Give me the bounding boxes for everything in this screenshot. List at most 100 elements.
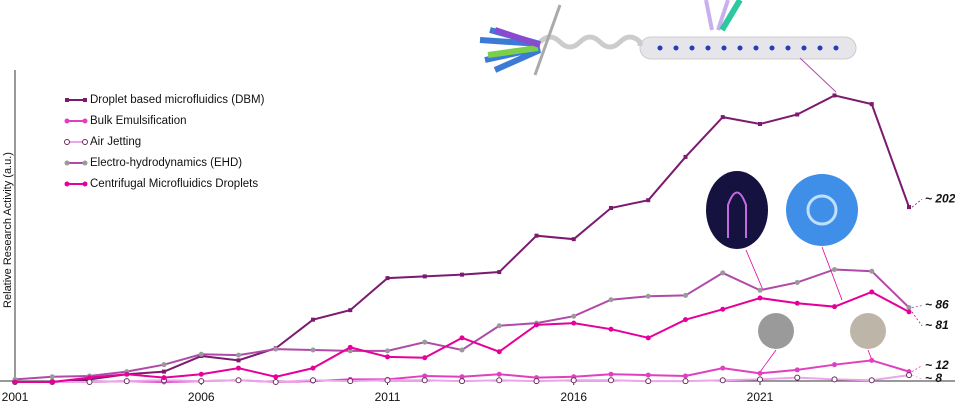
marker — [720, 306, 726, 312]
marker — [719, 377, 726, 384]
marker — [311, 317, 315, 322]
marker — [907, 205, 911, 210]
marker — [64, 160, 70, 166]
marker — [124, 371, 130, 377]
droplet-shape — [727, 191, 747, 238]
marker — [64, 118, 70, 124]
marker — [534, 322, 539, 328]
marker — [683, 154, 688, 159]
end-label: ~ 81 — [925, 318, 949, 332]
legend-entry: Electro-hydrodynamics (EHD) — [64, 157, 242, 169]
marker — [869, 289, 875, 295]
marker — [682, 378, 689, 385]
marker — [868, 377, 875, 384]
marker — [83, 98, 87, 102]
marker — [422, 373, 428, 379]
marker — [496, 371, 502, 377]
legend-label: Electro-hydrodynamics (EHD) — [90, 157, 242, 169]
x-tick-label: 2021 — [747, 390, 774, 404]
marker — [497, 270, 502, 275]
marker — [570, 377, 577, 384]
marker — [869, 102, 874, 107]
marker — [161, 362, 167, 368]
beam — [719, 0, 743, 32]
marker — [608, 326, 614, 332]
marker — [608, 371, 614, 377]
marker — [757, 295, 763, 301]
marker — [683, 373, 688, 379]
series: ~ 81 — [12, 289, 949, 385]
marker — [235, 377, 242, 384]
beam — [704, 0, 730, 31]
marker — [645, 293, 651, 299]
pointer — [759, 349, 777, 373]
marker — [422, 274, 427, 279]
marker — [87, 375, 92, 381]
needle — [533, 4, 562, 76]
channel — [538, 34, 643, 50]
marker — [82, 181, 88, 187]
marker — [459, 335, 465, 341]
marker — [236, 352, 241, 358]
y-axis-label: Relative Research Activity (a.u.) — [2, 152, 14, 308]
marker — [421, 377, 428, 384]
marker — [795, 112, 800, 117]
leader-line — [911, 198, 923, 208]
marker — [272, 379, 279, 385]
marker — [906, 372, 912, 379]
marker — [12, 379, 18, 385]
marker — [720, 365, 726, 371]
marker — [162, 369, 166, 374]
marker — [608, 377, 614, 384]
leader-line — [911, 311, 923, 327]
image — [706, 171, 768, 249]
x-tick-label: 2011 — [375, 390, 401, 404]
marker — [459, 378, 465, 385]
marker — [459, 374, 465, 380]
marker — [236, 365, 241, 371]
inlet — [487, 45, 539, 58]
legend-entry: Droplet based microfluidics (DBM) — [65, 94, 265, 106]
pointer — [745, 249, 764, 291]
marker — [720, 115, 725, 120]
marker — [757, 287, 763, 293]
end-label: ~ 8 — [925, 371, 942, 385]
marker — [832, 304, 837, 310]
pointer — [799, 57, 837, 93]
series: ~ 86 — [12, 266, 949, 382]
marker — [608, 297, 614, 303]
marker — [123, 378, 130, 385]
marker — [64, 139, 70, 145]
legend-entry: Air Jetting — [64, 136, 141, 148]
marker — [385, 348, 390, 354]
marker — [49, 379, 55, 385]
marker — [198, 371, 204, 377]
emulsion — [850, 313, 886, 349]
marker — [82, 160, 88, 166]
marker — [683, 317, 688, 323]
legend-label: Centrifugal Microfluidics Droplets — [90, 178, 258, 190]
leader-line — [911, 365, 923, 372]
legend-entry: Centrifugal Microfluidics Droplets — [64, 178, 258, 190]
marker — [869, 357, 875, 363]
marker — [534, 233, 539, 238]
marker — [273, 346, 279, 352]
marker — [571, 237, 576, 242]
marker — [198, 351, 204, 357]
leader-line — [911, 374, 923, 380]
marker — [832, 362, 837, 368]
marker — [161, 375, 167, 381]
marker — [198, 378, 205, 385]
marker — [906, 305, 912, 311]
marker — [571, 320, 577, 326]
marker — [310, 347, 316, 353]
marker — [496, 323, 502, 329]
marker — [757, 376, 763, 383]
marker — [347, 378, 354, 385]
end-label: ~ 12 — [925, 358, 949, 372]
marker — [82, 118, 88, 124]
marker — [422, 339, 428, 345]
marker — [310, 365, 316, 371]
marker — [385, 354, 390, 360]
